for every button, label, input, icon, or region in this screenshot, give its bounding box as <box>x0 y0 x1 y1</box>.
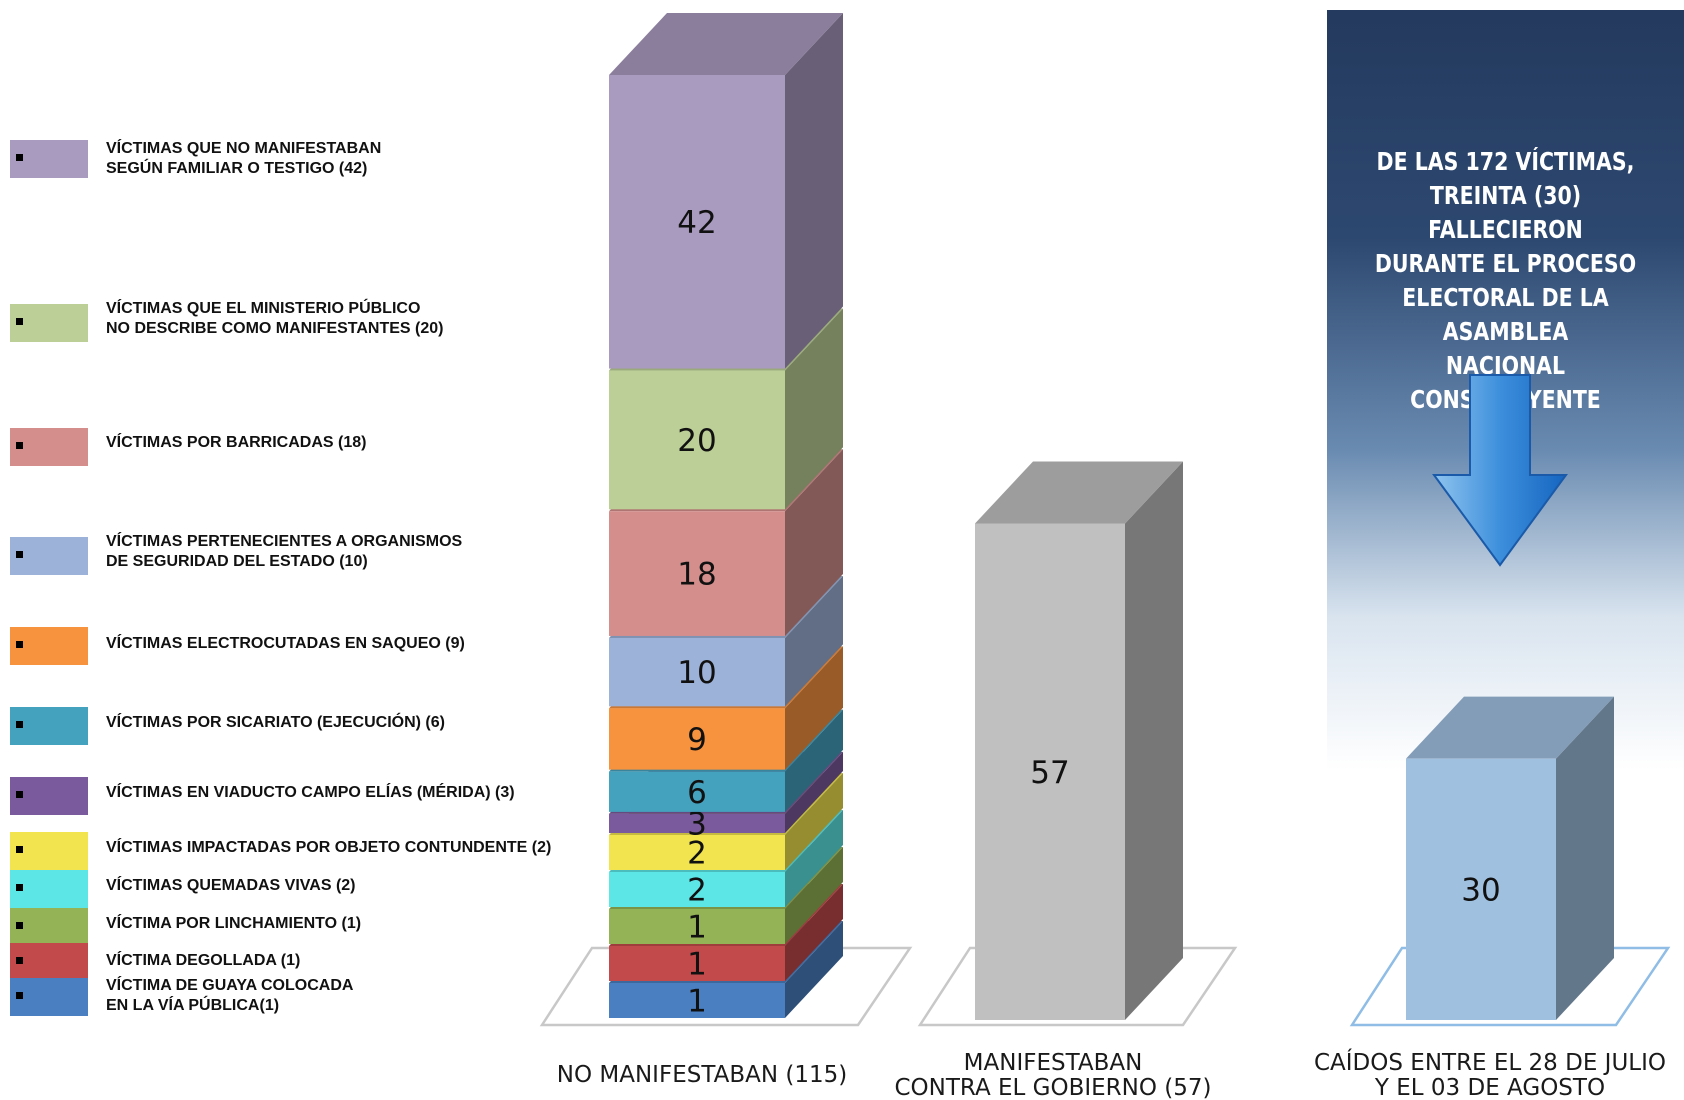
bar <box>975 523 1125 1020</box>
stack-segment <box>609 835 785 870</box>
bar-value-label: 57 <box>1030 755 1069 791</box>
legend-bullet-icon <box>16 641 23 648</box>
category-label: CONTRA EL GOBIERNO (57) <box>894 1075 1211 1100</box>
legend-swatch <box>10 304 88 342</box>
legend-label: VÍCTIMA POR LINCHAMIENTO (1) <box>106 915 362 932</box>
stack-segment-side <box>785 773 843 870</box>
stack-segment-side <box>785 575 843 707</box>
bar <box>1406 758 1556 1020</box>
legend-bullet-icon <box>16 922 23 929</box>
legend-swatch <box>10 943 88 981</box>
legend-label: VÍCTIMAS IMPACTADAS POR OBJETO CONTUNDEN… <box>106 839 552 856</box>
stack-segment-side <box>785 13 843 369</box>
stack-segment-side <box>785 847 843 944</box>
bar-value-label: 2 <box>687 873 707 909</box>
stack-segment <box>609 946 785 981</box>
bar-value-label: 6 <box>687 775 707 811</box>
stack-segment <box>609 370 785 510</box>
legend-bullet-icon <box>16 992 23 999</box>
stack-segment-side <box>785 709 843 812</box>
legend-bullet-icon <box>16 884 23 891</box>
stack-segment <box>609 872 785 907</box>
legend-bullet-icon <box>16 154 23 161</box>
legend-label: VÍCTIMAS POR BARRICADAS (18) <box>106 434 367 451</box>
stack-segment-side <box>785 884 843 981</box>
bar-value-label: 30 <box>1461 872 1500 908</box>
info-panel: DE LAS 172 VÍCTIMAS, TREINTA (30) FALLEC… <box>1327 10 1684 770</box>
legend-swatch <box>10 832 88 870</box>
legend-label: VÍCTIMA DE GUAYA COLOCADA EN LA VÍA PÚBL… <box>106 977 354 1014</box>
legend-bullet-icon <box>16 846 23 853</box>
down-arrow-icon <box>1432 374 1568 567</box>
bar-value-label: 3 <box>687 806 707 842</box>
bar-value-label: 1 <box>687 984 707 1020</box>
legend-swatch <box>10 908 88 946</box>
legend-swatch <box>10 870 88 908</box>
legend-swatch <box>10 537 88 575</box>
stack-segment-side <box>785 646 843 770</box>
bar-value-label: 1 <box>687 947 707 983</box>
stack-segment-side <box>785 810 843 907</box>
legend-label: VÍCTIMAS QUE NO MANIFESTABAN SEGÚN FAMIL… <box>106 140 382 177</box>
category-label: Y EL 03 DE AGOSTO <box>1374 1075 1605 1100</box>
bar-value-label: 1 <box>687 910 707 946</box>
stack-segment <box>609 708 785 770</box>
stack-segment-top <box>609 13 843 75</box>
legend-label: VÍCTIMAS QUEMADAS VIVAS (2) <box>106 877 356 894</box>
bar-top <box>975 461 1183 524</box>
legend-label: VÍCTIMA DEGOLLADA (1) <box>106 952 301 969</box>
legend-bullet-icon <box>16 791 23 798</box>
legend-label: VÍCTIMAS EN VIADUCTO CAMPO ELÍAS (MÉRIDA… <box>106 784 515 801</box>
legend-label: VÍCTIMAS PERTENECIENTES A ORGANISMOS DE … <box>106 533 463 570</box>
legend-label: VÍCTIMAS QUE EL MINISTERIO PÚBLICO NO DE… <box>106 300 444 337</box>
legend-swatch <box>10 777 88 815</box>
bar-value-label: 2 <box>687 836 707 872</box>
bar-value-label: 10 <box>677 655 716 691</box>
bar-value-label: 42 <box>677 205 716 241</box>
legend-label: VÍCTIMAS POR SICARIATO (EJECUCIÓN) (6) <box>106 714 445 731</box>
stack-segment <box>609 511 785 636</box>
category-label: MANIFESTABAN <box>964 1050 1143 1076</box>
legend-swatch <box>10 428 88 466</box>
bar-top <box>1406 696 1614 759</box>
legend-bullet-icon <box>16 721 23 728</box>
legend-bullet-icon <box>16 318 23 325</box>
stack-segment <box>609 771 785 812</box>
bar-value-label: 18 <box>677 557 716 593</box>
category-label: CAÍDOS ENTRE EL 28 DE JULIO <box>1314 1048 1666 1076</box>
legend-bullet-icon <box>16 442 23 449</box>
stack-segment <box>609 909 785 944</box>
legend-bullet-icon <box>16 957 23 964</box>
stack-segment-side <box>785 751 843 833</box>
category-label: NO MANIFESTABAN (115) <box>557 1062 847 1088</box>
legend-swatch <box>10 707 88 745</box>
stack-segment <box>609 75 785 369</box>
stack-segment <box>609 637 785 707</box>
legend-swatch <box>10 978 88 1016</box>
bar-value-label: 20 <box>677 423 716 459</box>
bar-side <box>1125 461 1183 1020</box>
stack-segment-side <box>785 308 843 510</box>
legend-bullet-icon <box>16 551 23 558</box>
bar-value-label: 9 <box>687 722 707 758</box>
legend-label: VÍCTIMAS ELECTROCUTADAS EN SAQUEO (9) <box>106 635 465 652</box>
stack-segment <box>609 813 785 833</box>
stack-segment <box>609 983 785 1018</box>
stack-segment-side <box>785 449 843 636</box>
bar-side <box>1556 696 1614 1020</box>
stack-segment-side <box>785 921 843 1018</box>
legend: VÍCTIMAS QUE NO MANIFESTABAN SEGÚN FAMIL… <box>0 0 600 1100</box>
legend-swatch <box>10 140 88 178</box>
legend-swatch <box>10 627 88 665</box>
